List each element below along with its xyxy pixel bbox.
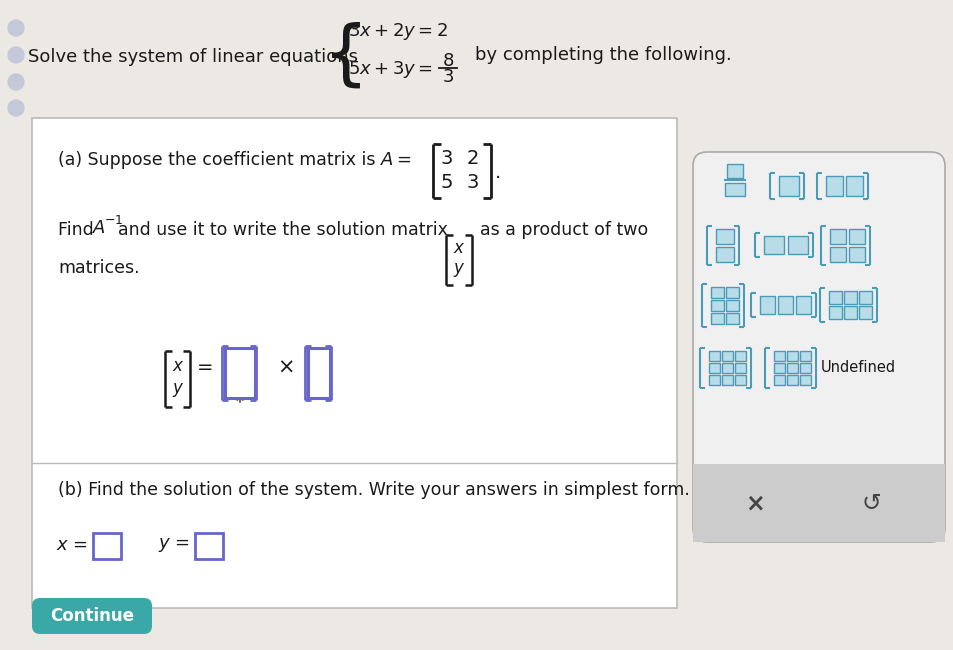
Bar [725,313,739,324]
Text: 3: 3 [442,68,454,86]
Bar [225,348,254,398]
Bar [800,363,811,373]
Bar [828,306,841,319]
Bar [308,348,330,398]
Text: =: = [196,359,213,378]
Circle shape [8,74,24,90]
Bar [800,375,811,385]
Bar [800,351,811,361]
Text: 3: 3 [466,174,478,192]
Bar [796,296,811,314]
Bar [848,229,864,244]
Text: .: . [495,164,500,183]
Text: ×: × [277,358,294,378]
Text: 3: 3 [440,150,453,168]
Bar [735,375,745,385]
Bar [843,306,857,319]
Bar [726,164,742,178]
Circle shape [8,47,24,63]
Text: as a product of two: as a product of two [479,221,648,239]
Bar [859,306,872,319]
Text: matrices.: matrices. [58,259,139,277]
Bar [774,363,784,373]
Text: ↺: ↺ [861,491,880,515]
Bar [763,236,783,254]
Text: (a) Suppose the coefficient matrix is: (a) Suppose the coefficient matrix is [58,151,380,169]
Bar [774,351,784,361]
Text: $x$: $x$ [172,357,184,375]
Bar [716,229,733,244]
FancyBboxPatch shape [32,598,152,634]
Bar [774,375,784,385]
Bar [779,176,799,196]
Text: $y$: $y$ [453,261,465,279]
Bar [725,300,739,311]
Bar [721,351,733,361]
Text: Continue: Continue [50,607,133,625]
Text: Find: Find [58,221,99,239]
Bar [721,375,733,385]
Bar [828,291,841,304]
Bar [710,300,723,311]
Text: by completing the following.: by completing the following. [475,46,731,64]
Bar [848,246,864,261]
Circle shape [8,100,24,116]
Text: $-1$: $-1$ [104,213,123,226]
Text: ×: × [744,491,764,515]
Bar [725,287,739,298]
Text: $A$: $A$ [91,219,106,237]
Text: $\{$: $\{$ [322,20,360,90]
Text: Undefined: Undefined [820,361,895,376]
Text: $x$: $x$ [453,239,465,257]
Text: $y$ =: $y$ = [158,536,190,554]
Text: $x$ =: $x$ = [56,536,88,554]
Text: $5x+3y=$: $5x+3y=$ [348,60,433,81]
Bar [710,287,723,298]
Bar [786,375,798,385]
Text: 8: 8 [442,52,454,70]
Bar [709,363,720,373]
Text: Solve the system of linear equations: Solve the system of linear equations [28,48,357,66]
Bar [721,363,733,373]
Text: 5: 5 [440,174,453,192]
Bar [692,464,944,542]
Bar [845,176,862,196]
Bar [825,176,842,196]
Bar [692,464,944,542]
Text: and use it to write the solution matrix: and use it to write the solution matrix [118,221,447,239]
Text: $3x+2y=2$: $3x+2y=2$ [348,21,448,42]
Bar [710,313,723,324]
Bar [724,183,744,196]
Bar [709,375,720,385]
Bar [92,533,121,559]
Bar [735,363,745,373]
Bar [709,351,720,361]
Text: $A=$: $A=$ [379,151,412,169]
Circle shape [8,20,24,36]
Bar [786,363,798,373]
Bar [843,291,857,304]
Bar [786,351,798,361]
Bar [830,246,845,261]
Bar [859,291,872,304]
Bar [787,236,807,254]
Bar [830,229,845,244]
Bar [32,118,677,608]
FancyBboxPatch shape [692,152,944,542]
Bar [760,296,775,314]
Text: 2: 2 [466,150,478,168]
Bar [716,246,733,261]
Text: $y$: $y$ [172,381,184,399]
Bar [735,351,745,361]
Bar [194,533,223,559]
Bar [778,296,793,314]
Text: (b) Find the solution of the system. Write your answers in simplest form.: (b) Find the solution of the system. Wri… [58,481,689,499]
